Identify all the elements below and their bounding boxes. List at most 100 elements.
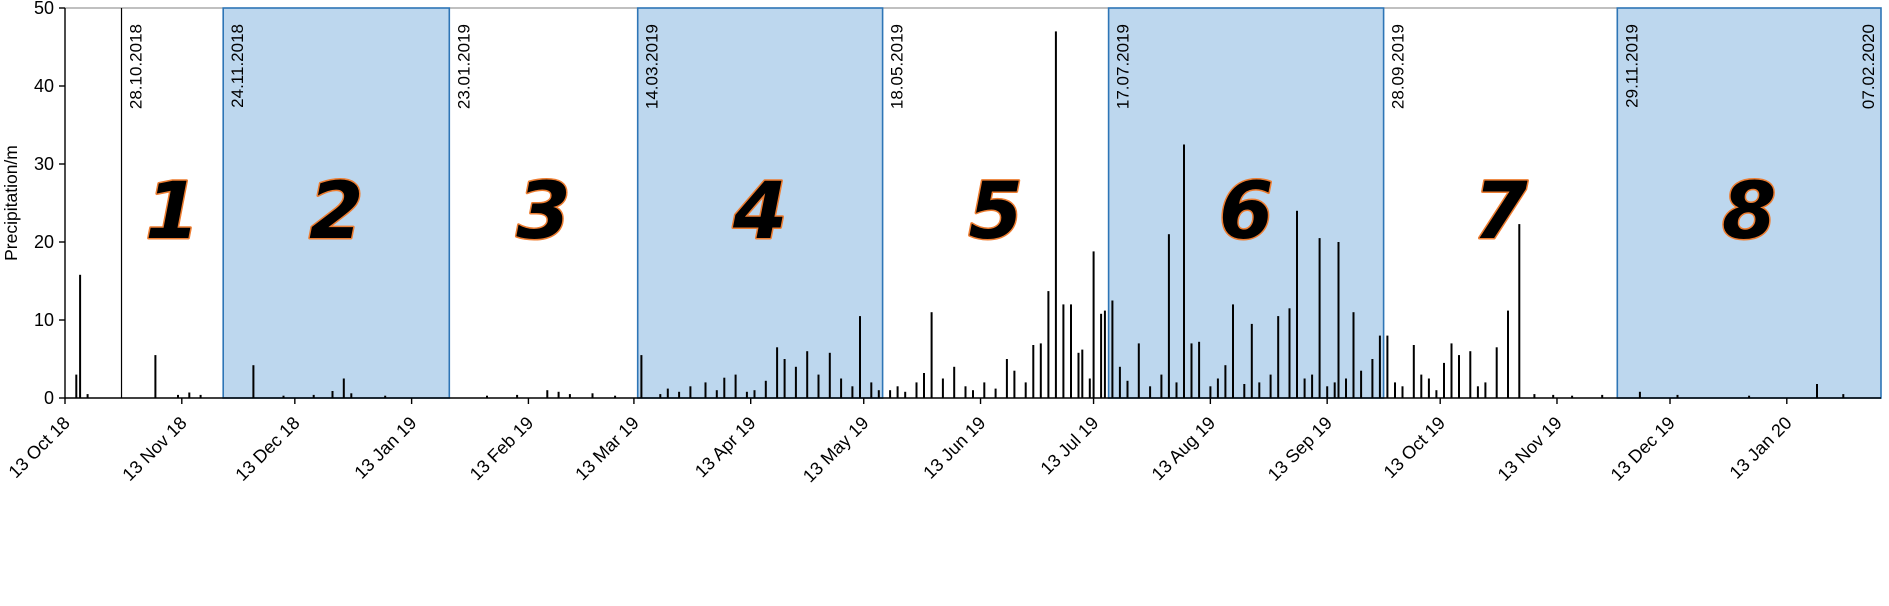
bar bbox=[1337, 242, 1340, 398]
period-number-2: 2 bbox=[309, 167, 363, 257]
bar bbox=[1032, 345, 1035, 398]
bar bbox=[1258, 382, 1261, 398]
bar bbox=[783, 359, 786, 398]
bar bbox=[1209, 386, 1212, 398]
bar bbox=[915, 382, 918, 398]
bar bbox=[817, 374, 820, 398]
period-number-4: 4 bbox=[732, 167, 787, 257]
bar bbox=[1352, 312, 1355, 398]
bar bbox=[188, 392, 191, 398]
bar bbox=[1360, 370, 1363, 398]
bar bbox=[994, 388, 997, 398]
shaded-period-8 bbox=[1616, 7, 1882, 399]
bar bbox=[983, 382, 986, 398]
bar bbox=[1005, 359, 1008, 398]
bar bbox=[806, 351, 809, 398]
bar bbox=[689, 386, 692, 398]
shaded-period-2 bbox=[222, 7, 451, 399]
x-tick-label: 13 Jan 20 bbox=[1726, 413, 1796, 483]
x-tick-label: 13 Nov 18 bbox=[118, 413, 190, 485]
bar bbox=[1476, 386, 1479, 398]
y-tick-label: 0 bbox=[44, 388, 54, 408]
bar bbox=[1126, 380, 1129, 398]
bar bbox=[1088, 378, 1091, 398]
bar bbox=[1303, 378, 1306, 398]
bar bbox=[1070, 304, 1072, 398]
bar bbox=[1345, 378, 1347, 398]
bar bbox=[972, 390, 974, 398]
bar bbox=[1748, 395, 1751, 398]
bar bbox=[1100, 313, 1103, 398]
bar bbox=[1296, 210, 1298, 398]
x-tick-label: 13 Jun 19 bbox=[919, 413, 989, 483]
bar bbox=[1601, 394, 1604, 398]
bar bbox=[776, 347, 779, 398]
bar bbox=[930, 312, 933, 398]
x-tick-label: 13 Oct 18 bbox=[4, 413, 73, 482]
bar bbox=[1333, 382, 1336, 398]
bar bbox=[86, 394, 89, 398]
bar bbox=[1183, 144, 1185, 398]
bar bbox=[1412, 345, 1415, 398]
x-tick-label: 13 Mar 19 bbox=[571, 413, 642, 484]
x-tick-label: 13 Dec 19 bbox=[1607, 413, 1679, 485]
bar bbox=[1816, 384, 1818, 398]
bar bbox=[923, 373, 925, 398]
period-number-7: 7 bbox=[1473, 167, 1528, 257]
bar bbox=[1269, 374, 1272, 398]
shaded-period-4 bbox=[636, 7, 884, 399]
bars bbox=[75, 31, 1845, 399]
period-number-8: 8 bbox=[1722, 167, 1776, 257]
bar bbox=[953, 366, 956, 398]
bar bbox=[678, 391, 681, 398]
bar bbox=[659, 394, 662, 398]
boundary-date-label: 28.10.2018 bbox=[127, 24, 146, 109]
bar bbox=[828, 352, 831, 398]
bar bbox=[1533, 394, 1536, 398]
bar bbox=[1111, 300, 1114, 398]
bar bbox=[1458, 355, 1460, 398]
bar bbox=[1232, 304, 1234, 398]
bar bbox=[1518, 224, 1521, 398]
bar bbox=[342, 378, 345, 398]
y-tick-label: 10 bbox=[34, 310, 54, 330]
boundary-date-label: 28.09.2019 bbox=[1389, 24, 1408, 109]
bar bbox=[557, 391, 560, 398]
bar bbox=[870, 382, 873, 398]
bar bbox=[1495, 347, 1498, 398]
boundary-date-label: 24.11.2018 bbox=[228, 24, 247, 108]
bar bbox=[350, 393, 353, 398]
bar bbox=[1435, 390, 1438, 398]
bar bbox=[546, 390, 549, 398]
bar bbox=[1224, 365, 1227, 398]
y-tick-label: 30 bbox=[34, 154, 54, 174]
bar bbox=[1420, 374, 1423, 398]
bar bbox=[1842, 394, 1845, 398]
period-number-3: 3 bbox=[516, 167, 570, 257]
bar bbox=[1450, 343, 1453, 398]
bar bbox=[1103, 310, 1106, 398]
boundary-date-label: 07.02.2020 bbox=[1859, 24, 1878, 109]
bar bbox=[1243, 384, 1246, 398]
bar bbox=[1013, 370, 1016, 398]
bar bbox=[640, 355, 643, 398]
bar bbox=[734, 374, 737, 398]
y-axis-title: Precipitation/m bbox=[1, 145, 21, 261]
bar bbox=[889, 390, 892, 398]
bar bbox=[745, 391, 748, 398]
bar bbox=[1149, 386, 1152, 398]
period-number-1: 1 bbox=[145, 167, 199, 257]
bar bbox=[1288, 308, 1291, 398]
bar bbox=[1047, 291, 1050, 398]
bar bbox=[1638, 391, 1641, 398]
boundary-date-label: 29.11.2019 bbox=[1622, 24, 1641, 108]
bar bbox=[331, 391, 334, 398]
bar bbox=[79, 274, 82, 398]
bar bbox=[1175, 382, 1178, 398]
bar bbox=[384, 395, 387, 398]
bar bbox=[516, 394, 519, 398]
bar bbox=[1371, 359, 1374, 398]
bar bbox=[1401, 386, 1404, 398]
bar bbox=[1507, 310, 1509, 398]
